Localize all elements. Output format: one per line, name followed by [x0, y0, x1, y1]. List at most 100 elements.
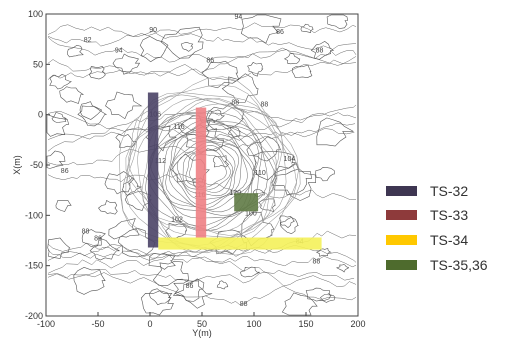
- contour-line: [77, 105, 108, 127]
- contour-line: [300, 23, 314, 33]
- legend-swatch: [386, 210, 417, 220]
- legend-label: TS-33: [430, 207, 469, 223]
- x-tick-label: 150: [298, 319, 313, 329]
- contour-line: [152, 260, 189, 287]
- legend-swatch: [386, 186, 417, 196]
- legend-label: TS-34: [430, 232, 469, 248]
- x-axis-title: Y(m): [192, 328, 212, 338]
- contour-line: [283, 52, 301, 65]
- y-axis-title: X(m): [12, 155, 22, 175]
- legend-item-ts-33: TS-33: [386, 205, 468, 225]
- contour-line: [228, 126, 242, 138]
- contour-line: [105, 91, 143, 120]
- contour-line: [139, 36, 169, 63]
- contour-line: [336, 263, 350, 273]
- overlay-ts-32: [147, 92, 159, 248]
- contour-label: 88: [240, 301, 248, 308]
- contour-line: [252, 189, 265, 197]
- contour-line: [81, 229, 106, 248]
- contour-label: 112: [155, 158, 166, 165]
- contour-line: [326, 14, 348, 29]
- contour-line: [172, 280, 204, 302]
- crater-ring: [189, 153, 227, 188]
- contour-line: [47, 272, 357, 306]
- contour-label: 88: [82, 229, 90, 236]
- legend-label: TS-32: [430, 183, 469, 199]
- legend-item-ts-32: TS-32: [386, 181, 468, 201]
- contour-label: 86: [186, 283, 194, 290]
- crater-ring: [176, 142, 236, 197]
- crater-ring: [165, 130, 254, 210]
- overlay-ts-35-36: [234, 193, 259, 212]
- contour-line: [148, 288, 173, 306]
- contour-line: [315, 166, 335, 182]
- contour-line: [47, 30, 357, 50]
- contour-line: [47, 37, 357, 63]
- contour-line: [47, 47, 357, 80]
- y-tick-label: -150: [25, 261, 43, 271]
- contour-label: 104: [284, 156, 296, 163]
- crater-ring: [125, 98, 283, 247]
- x-tick-label: -50: [91, 319, 104, 329]
- x-tick-label: 50: [197, 319, 207, 329]
- contour-line: [112, 53, 141, 75]
- contour-line: [108, 218, 140, 240]
- contour-line: [47, 237, 71, 259]
- contour-line: [207, 109, 226, 123]
- contour-line: [49, 74, 72, 90]
- contour-label: 86: [94, 236, 102, 243]
- contour-line: [55, 200, 72, 212]
- crater-ring: [141, 103, 278, 232]
- contour-label: 82: [84, 37, 92, 44]
- contour-line: [221, 73, 259, 103]
- crater-ring: [172, 140, 240, 200]
- legend-swatch: [386, 235, 417, 245]
- contour-line: [115, 133, 136, 148]
- crater-ring: [126, 94, 287, 253]
- contour-line: [240, 266, 260, 278]
- contour-line: [305, 287, 332, 302]
- contour-line: [201, 60, 240, 89]
- contour-line: [51, 112, 67, 123]
- contour-line: [246, 135, 281, 162]
- contour-label: 86: [206, 57, 214, 64]
- contour-label: 94: [235, 14, 243, 21]
- contour-line: [79, 101, 103, 120]
- contour-line: [272, 163, 313, 196]
- y-tick-label: 50: [33, 59, 43, 69]
- contour-line: [47, 255, 357, 274]
- contour-line: [216, 280, 229, 290]
- x-axis-ticks: -100 -50 0 50 100 150 200: [37, 312, 366, 329]
- y-tick-label: -100: [25, 210, 43, 220]
- contour-line: [180, 41, 194, 52]
- contour-line: [98, 200, 118, 215]
- x-tick-label: 100: [246, 319, 261, 329]
- crater-ring: [185, 149, 231, 190]
- contour-line: [174, 278, 213, 309]
- crater-ring: [182, 145, 234, 193]
- contour-label: 116: [174, 124, 185, 131]
- contour-line: [59, 86, 85, 104]
- overlay-ts-33: [195, 107, 207, 238]
- contour-label: 88: [313, 259, 321, 266]
- contour-label: 86: [276, 29, 284, 36]
- legend-item-ts-35-36: TS-35,36: [386, 255, 488, 275]
- x-tick-label: -100: [37, 319, 55, 329]
- contour-label: 110: [255, 170, 266, 177]
- overlay-ts-34: [158, 237, 322, 250]
- contour-line: [140, 290, 174, 316]
- crater-ring: [168, 134, 248, 209]
- contour-line: [117, 227, 156, 258]
- contour-label: 88: [231, 100, 239, 107]
- legend-swatch: [386, 260, 417, 270]
- contour-line: [279, 215, 295, 228]
- contour-line: [67, 44, 84, 58]
- contour-line: [258, 198, 276, 213]
- crater-ring: [128, 98, 280, 238]
- x-tick-label: 0: [147, 319, 152, 329]
- contour-map: 8294908694888610611688881121041101161201…: [12, 9, 366, 338]
- contour-line: [47, 59, 357, 82]
- contour-label: 100: [245, 210, 257, 217]
- contour-label: 88: [316, 47, 324, 54]
- contour-label: 102: [171, 216, 183, 223]
